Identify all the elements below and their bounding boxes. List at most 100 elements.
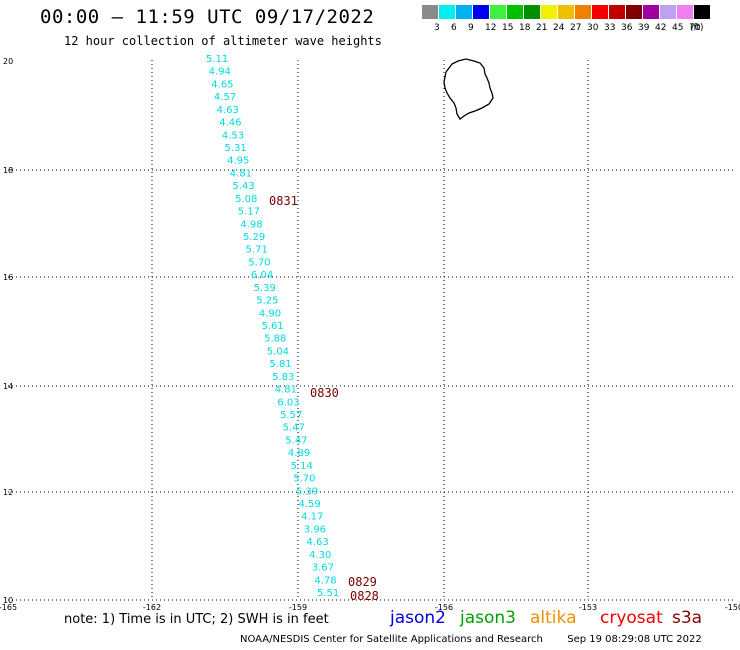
- legend-swatch: [541, 5, 557, 19]
- legend-label: 70: [689, 23, 701, 33]
- legend-swatch: [575, 5, 591, 19]
- legend-label: 39: [638, 23, 650, 33]
- x-tick-label: -153: [579, 603, 597, 610]
- legend-label: 12: [485, 23, 497, 33]
- legend-label: 18: [519, 23, 531, 33]
- swh-reading: 5.08: [235, 194, 257, 205]
- swh-reading: 5.39: [254, 283, 276, 294]
- legend-label: 6: [451, 23, 457, 33]
- swh-reading: 5.71: [246, 245, 268, 256]
- legend-label: 21: [536, 23, 548, 33]
- x-tick-label: -165: [0, 603, 17, 610]
- swh-reading: 5.14: [291, 461, 313, 472]
- swh-reading: 4.46: [219, 118, 241, 129]
- swh-reading: 5.29: [243, 232, 265, 243]
- swh-reading: 5.47: [285, 435, 307, 446]
- credit-timestamp: Sep 19 08:29:08 UTC 2022: [567, 634, 702, 645]
- legend-swatch: [660, 5, 676, 19]
- legend-label: 42: [655, 23, 667, 33]
- satellite-jason3-label: jason3: [460, 608, 516, 628]
- pass-time-label: 0831: [269, 194, 298, 208]
- swh-reading: 4.63: [217, 105, 239, 116]
- map-subtitle: 12 hour collection of altimeter wave hei…: [64, 34, 382, 48]
- satellite-cryosat-label: cryosat: [600, 608, 663, 628]
- credit-organization: NOAA/NESDIS Center for Satellite Applica…: [240, 634, 543, 645]
- swh-reading: 4.95: [227, 156, 249, 167]
- swh-reading: 5.11: [206, 54, 228, 65]
- legend-swatch: [558, 5, 574, 19]
- swh-reading: 6.04: [251, 270, 273, 281]
- swh-reading: 5.70: [293, 474, 315, 485]
- satellite-jason2-label: jason2: [390, 608, 446, 628]
- legend-label: 30: [587, 23, 599, 33]
- legend-label: 24: [553, 23, 565, 33]
- swh-reading: 5.39: [296, 486, 318, 497]
- legend-swatch: [643, 5, 659, 19]
- swh-reading: 5.17: [238, 207, 260, 218]
- legend-label: 15: [502, 23, 514, 33]
- swh-reading: 4.17: [301, 512, 323, 523]
- legend-label: 33: [604, 23, 616, 33]
- swh-reading: 5.43: [232, 181, 254, 192]
- credit-line: NOAA/NESDIS Center for Satellite Applica…: [240, 634, 702, 645]
- legend-swatch: [473, 5, 489, 19]
- swh-reading: 4.30: [309, 550, 331, 561]
- legend-swatch: [422, 5, 438, 19]
- swh-reading: 4.63: [306, 537, 328, 548]
- legend-swatch: [490, 5, 506, 19]
- legend-swatch: [626, 5, 642, 19]
- y-tick-label: 10: [3, 596, 13, 605]
- swh-reading: 4.53: [222, 130, 244, 141]
- y-tick-label: 14: [3, 382, 13, 391]
- x-tick-label: -150: [725, 603, 740, 610]
- swh-reading: 6.03: [277, 397, 299, 408]
- y-tick-label: 18: [3, 166, 13, 175]
- x-tick-label: -162: [143, 603, 161, 610]
- legend-swatch: [456, 5, 472, 19]
- swh-reading: 4.81: [275, 385, 297, 396]
- altimeter-map: -165 -162 -159 -156 -153 -150 10 12 14 16 18 20 5.1…: [0, 54, 740, 610]
- swh-reading: 5.25: [256, 296, 278, 307]
- swh-reading: 5.57: [280, 410, 302, 421]
- legend-label: (ft): [690, 23, 704, 33]
- swh-reading: 4.89: [288, 448, 310, 459]
- swh-reading: 5.88: [264, 334, 286, 345]
- legend-label: 45: [672, 23, 684, 33]
- x-tick-label: -156: [435, 603, 453, 610]
- swh-reading: 4.94: [209, 67, 231, 78]
- swh-reading: 4.81: [230, 168, 252, 179]
- swh-reading: 5.47: [283, 423, 305, 434]
- y-tick-label: 12: [3, 488, 13, 497]
- legend-swatch: [439, 5, 455, 19]
- swh-reading: 4.65: [211, 79, 233, 90]
- swh-reading: 4.90: [259, 308, 281, 319]
- swh-reading: 5.81: [269, 359, 291, 370]
- lat-lon-grid: [8, 60, 734, 601]
- swh-reading: 4.57: [214, 92, 236, 103]
- pass-time-label: 0830: [310, 386, 339, 400]
- swh-reading: 5.83: [272, 372, 294, 383]
- legend-swatch: [592, 5, 608, 19]
- satellite-s3a-label: s3a: [672, 608, 703, 628]
- swh-reading: 5.51: [317, 588, 339, 599]
- satellite-altika-label: altika: [530, 608, 577, 628]
- legend-label: 9: [468, 23, 474, 33]
- pass-time-label: 0829: [348, 575, 377, 589]
- legend-swatch: [694, 5, 710, 19]
- swh-reading: 5.61: [262, 321, 284, 332]
- pass-time-label: 0828: [350, 589, 379, 603]
- y-tick-label: 16: [3, 273, 13, 282]
- legend-swatch: [609, 5, 625, 19]
- y-tick-label: 20: [3, 57, 13, 66]
- x-tick-label: -159: [289, 603, 307, 610]
- legend-label: 27: [570, 23, 582, 33]
- legend-swatch: [677, 5, 693, 19]
- legend-swatch: [507, 5, 523, 19]
- legend-swatch: [524, 5, 540, 19]
- swh-reading: 4.59: [299, 499, 321, 510]
- swh-reading: 5.31: [225, 143, 247, 154]
- swh-reading: 3.96: [304, 524, 326, 535]
- legend-label: 3: [434, 23, 440, 33]
- swh-reading: 5.70: [248, 257, 270, 268]
- note-text: note: 1) Time is in UTC; 2) SWH is in fe…: [64, 612, 329, 627]
